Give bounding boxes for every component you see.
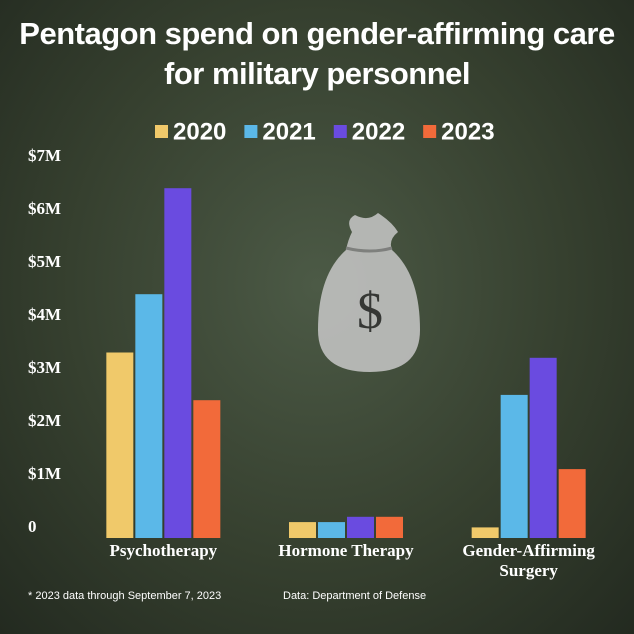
svg-text:$: $ bbox=[357, 283, 383, 340]
legend-label: 2022 bbox=[352, 118, 405, 145]
legend-label: 2023 bbox=[441, 118, 494, 145]
y-tick-label: $5M bbox=[28, 252, 61, 271]
bar bbox=[106, 352, 134, 538]
bar bbox=[135, 294, 163, 538]
legend-swatch bbox=[423, 125, 437, 138]
bar bbox=[500, 394, 528, 538]
y-tick-label: 0 bbox=[28, 517, 37, 536]
footnote: * 2023 data through September 7, 2023 bbox=[28, 590, 221, 602]
x-tick-label: Psychotherapy bbox=[109, 541, 218, 560]
source: Data: Department of Defense bbox=[283, 590, 426, 602]
x-tick-label: Gender-Affirming Surgery bbox=[462, 541, 595, 580]
y-tick-label: $2M bbox=[28, 411, 61, 430]
bar bbox=[318, 522, 345, 538]
legend-swatch bbox=[155, 125, 168, 138]
bar bbox=[558, 469, 586, 538]
legend-label: 2020 bbox=[173, 118, 226, 145]
x-tick-label: Hormone Therapy bbox=[278, 541, 414, 560]
y-tick-label: $3M bbox=[28, 358, 61, 377]
bar bbox=[529, 357, 557, 538]
chart-title: Pentagon spend on gender-affirming care … bbox=[19, 16, 615, 91]
bar bbox=[347, 516, 374, 538]
legend-swatch bbox=[333, 125, 347, 138]
bar bbox=[164, 188, 192, 538]
y-tick-label: $7M bbox=[28, 146, 61, 165]
bar bbox=[289, 522, 316, 538]
y-tick-label: $1M bbox=[28, 464, 61, 483]
legend-label: 2021 bbox=[262, 118, 315, 145]
legend-swatch bbox=[244, 125, 258, 138]
y-tick-label: $4M bbox=[28, 305, 61, 324]
bar bbox=[471, 527, 499, 538]
bar bbox=[376, 516, 403, 538]
money-bag: $ bbox=[318, 213, 420, 372]
bar bbox=[193, 400, 221, 538]
y-tick-label: $6M bbox=[28, 199, 61, 218]
